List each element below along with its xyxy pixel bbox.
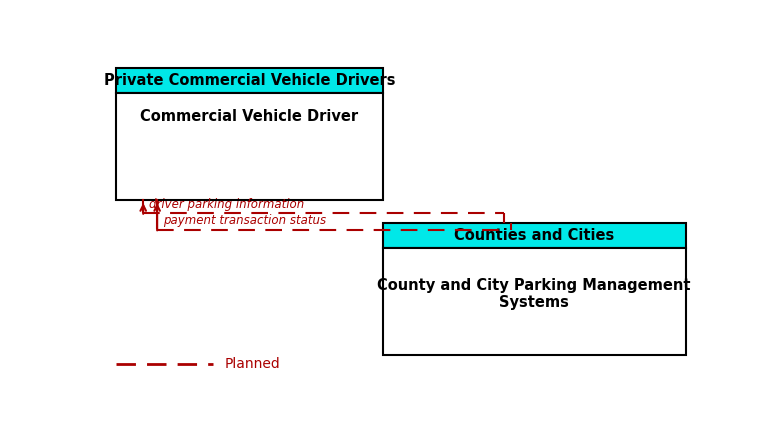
Text: Counties and Cities: Counties and Cities xyxy=(454,228,614,243)
FancyBboxPatch shape xyxy=(116,68,382,93)
Text: driver parking information: driver parking information xyxy=(149,198,304,211)
FancyBboxPatch shape xyxy=(382,223,686,248)
Text: payment transaction status: payment transaction status xyxy=(163,214,326,227)
FancyBboxPatch shape xyxy=(382,248,686,355)
Text: County and City Parking Management
Systems: County and City Parking Management Syste… xyxy=(378,278,691,311)
FancyBboxPatch shape xyxy=(116,93,382,200)
Text: Private Commercial Vehicle Drivers: Private Commercial Vehicle Drivers xyxy=(103,73,395,88)
Text: Planned: Planned xyxy=(225,356,281,371)
Text: Commercial Vehicle Driver: Commercial Vehicle Driver xyxy=(140,109,358,124)
